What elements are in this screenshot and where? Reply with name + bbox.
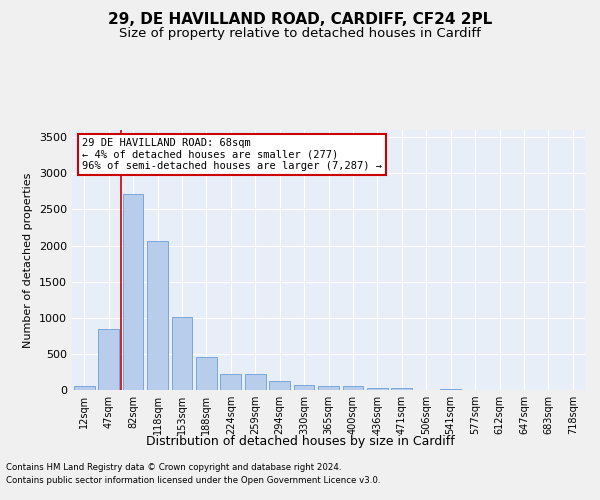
Bar: [98, 328, 119, 390]
Bar: [172, 318, 193, 390]
Y-axis label: Number of detached properties: Number of detached properties: [23, 172, 34, 348]
Text: Distribution of detached houses by size in Cardiff: Distribution of detached houses by size …: [146, 435, 454, 448]
Text: 29, DE HAVILLAND ROAD, CARDIFF, CF24 2PL: 29, DE HAVILLAND ROAD, CARDIFF, CF24 2PL: [108, 12, 492, 28]
Bar: [269, 380, 290, 390]
Text: Size of property relative to detached houses in Cardiff: Size of property relative to detached ho…: [119, 28, 481, 40]
Bar: [147, 241, 168, 390]
Bar: [245, 374, 266, 390]
Bar: [74, 386, 95, 390]
Text: Contains HM Land Registry data © Crown copyright and database right 2024.: Contains HM Land Registry data © Crown c…: [6, 462, 341, 471]
Bar: [367, 388, 388, 390]
Bar: [122, 194, 143, 390]
Bar: [318, 386, 339, 390]
Bar: [391, 388, 412, 390]
Bar: [196, 357, 217, 390]
Text: 29 DE HAVILLAND ROAD: 68sqm
← 4% of detached houses are smaller (277)
96% of sem: 29 DE HAVILLAND ROAD: 68sqm ← 4% of deta…: [82, 138, 382, 171]
Bar: [220, 374, 241, 390]
Text: Contains public sector information licensed under the Open Government Licence v3: Contains public sector information licen…: [6, 476, 380, 485]
Bar: [293, 385, 314, 390]
Bar: [343, 386, 364, 390]
